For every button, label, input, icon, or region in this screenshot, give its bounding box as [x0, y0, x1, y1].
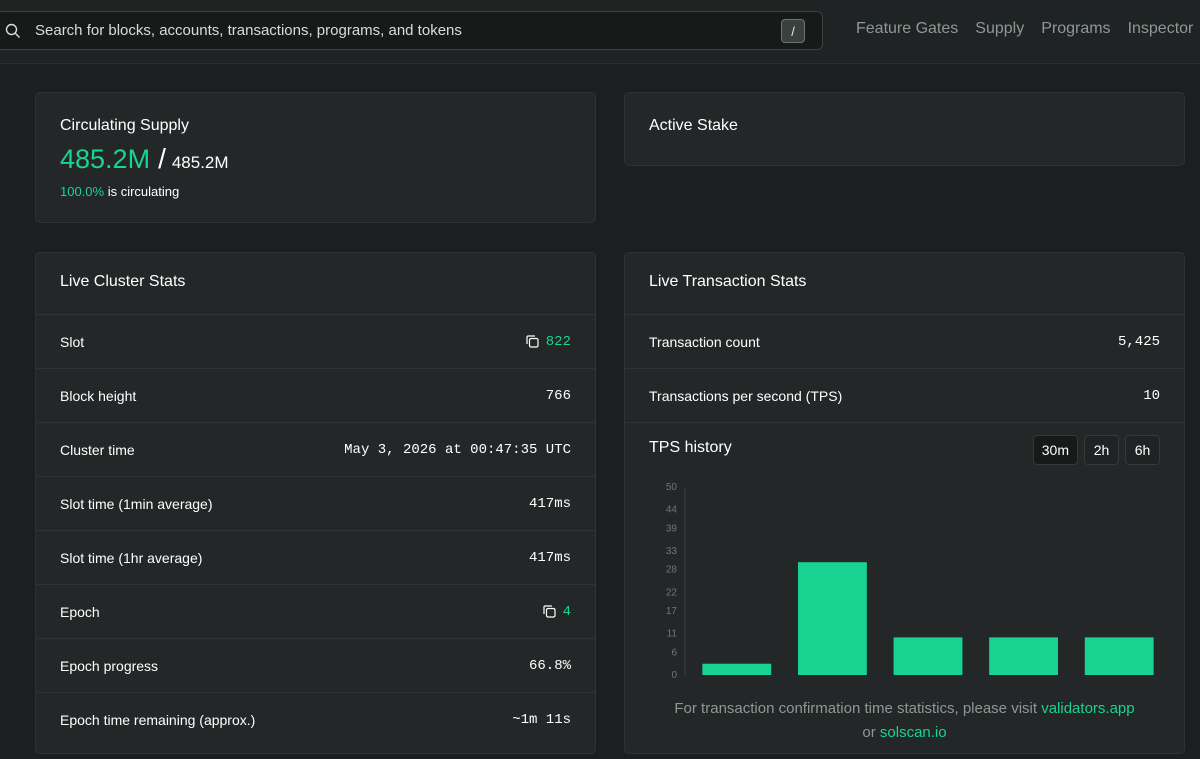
transaction-count-label: Transaction count — [649, 333, 760, 350]
epoch-progress-label: Epoch progress — [60, 657, 159, 674]
supply-separator: / — [158, 143, 166, 174]
slot-time-1hr-label: Slot time (1hr average) — [60, 549, 203, 566]
circulating-supply-title: Circulating Supply — [60, 117, 189, 134]
tps-bar[interactable] — [797, 562, 867, 675]
copy-icon[interactable] — [542, 605, 556, 618]
tps-range-selector: 30m 2h 6h — [1032, 435, 1160, 465]
tps-bar[interactable] — [702, 663, 772, 675]
tps-bar[interactable] — [1084, 637, 1154, 675]
slot-time-1min-value: 417ms — [528, 495, 571, 512]
transaction-count-value: 5,425 — [1117, 333, 1160, 350]
epoch-time-remaining-row: Epoch time remaining (approx.) ~1m 11s — [36, 692, 595, 746]
tps-history-chart: 50 44 39 33 28 22 17 11 6 0 — [666, 482, 1154, 681]
nav-programs[interactable]: Programs — [1041, 20, 1111, 37]
slot-time-1hr-value: 417ms — [528, 549, 571, 566]
cluster-time-label: Cluster time — [60, 441, 135, 458]
epoch-progress-value: 66.8% — [528, 657, 571, 674]
epoch-value[interactable]: 4 — [542, 603, 571, 620]
search-shortcut-key: / — [781, 19, 805, 43]
circulating-amount: 485.2M — [60, 144, 151, 174]
y-tick-label: 50 — [666, 482, 678, 493]
footnote-or: or — [862, 724, 876, 741]
circulating-suffix: is circulating — [107, 184, 180, 199]
live-transaction-stats-card: Live Transaction Stats Transaction count… — [624, 252, 1185, 754]
active-stake-card: Active Stake — [624, 92, 1185, 166]
circulating-percent: 100.0% — [60, 184, 105, 199]
epoch-time-remaining-value: ~1m 11s — [512, 711, 571, 728]
block-height-row: Block height 766 — [36, 368, 595, 422]
range-button-30m[interactable]: 30m — [1032, 435, 1078, 465]
y-tick-label: 28 — [666, 565, 678, 576]
slot-label: Slot — [60, 333, 85, 350]
circulating-note: 100.0% is circulating — [60, 184, 179, 199]
top-bar: / Feature Gates Supply Programs Inspecto… — [0, 0, 1200, 64]
footnote-text: For transaction confirmation time statis… — [674, 700, 1038, 717]
y-tick-label: 0 — [671, 670, 677, 681]
slot-number[interactable]: 822 — [545, 333, 571, 350]
slot-row: Slot 822 — [36, 314, 595, 368]
tps-bar[interactable] — [893, 637, 963, 675]
epoch-row: Epoch 4 — [36, 584, 595, 638]
cluster-time-row: Cluster time May 3, 2026 at 00:47:35 UTC — [36, 422, 595, 476]
tps-label: Transactions per second (TPS) — [649, 387, 843, 404]
tps-bar[interactable] — [989, 637, 1059, 675]
nav-feature-gates[interactable]: Feature Gates — [856, 20, 959, 37]
y-tick-label: 39 — [666, 523, 678, 534]
y-tick-label: 17 — [666, 606, 678, 617]
slot-time-1min-label: Slot time (1min average) — [60, 495, 213, 512]
cluster-time-value: May 3, 2026 at 00:47:35 UTC — [344, 441, 571, 458]
nav-supply[interactable]: Supply — [975, 20, 1025, 37]
copy-icon[interactable] — [526, 335, 539, 348]
y-tick-label: 6 — [671, 647, 677, 658]
epoch-progress-row: Epoch progress 66.8% — [36, 638, 595, 692]
epoch-label: Epoch — [60, 603, 100, 620]
search-input[interactable] — [35, 12, 755, 49]
y-tick-label: 22 — [666, 587, 678, 598]
y-tick-label: 11 — [667, 629, 678, 640]
transaction-count-row: Transaction count 5,425 — [625, 314, 1184, 368]
epoch-number[interactable]: 4 — [562, 603, 571, 620]
validators-app-link[interactable]: validators.app — [1041, 700, 1135, 717]
nav-inspector[interactable]: Inspector — [1127, 20, 1194, 37]
search-icon — [5, 23, 20, 38]
epoch-time-remaining-label: Epoch time remaining (approx.) — [60, 711, 256, 728]
supply-values: 485.2M / 485.2M — [60, 143, 229, 175]
slot-time-1min-row: Slot time (1min average) 417ms — [36, 476, 595, 530]
live-cluster-stats-card: Live Cluster Stats Slot 822 Block height… — [35, 252, 596, 754]
transaction-stats-title: Live Transaction Stats — [649, 273, 807, 290]
total-supply-amount: 485.2M — [171, 153, 229, 172]
range-button-2h[interactable]: 2h — [1084, 435, 1119, 465]
tps-row: Transactions per second (TPS) 10 — [625, 368, 1184, 422]
divider — [625, 422, 1184, 423]
y-tick-label: 44 — [666, 505, 678, 516]
tps-history-title: TPS history — [649, 439, 732, 456]
solscan-link[interactable]: solscan.io — [879, 724, 947, 741]
y-tick-label: 33 — [666, 546, 678, 557]
cluster-stats-title: Live Cluster Stats — [60, 273, 186, 290]
slot-time-1hr-row: Slot time (1hr average) 417ms — [36, 530, 595, 584]
slot-value[interactable]: 822 — [526, 334, 571, 350]
search-box[interactable]: / — [0, 11, 823, 50]
active-stake-title: Active Stake — [649, 117, 738, 134]
tps-value: 10 — [1143, 387, 1160, 404]
block-height-label: Block height — [60, 387, 137, 404]
confirmation-time-footnote: For transaction confirmation time statis… — [625, 697, 1184, 745]
circulating-supply-card: Circulating Supply 485.2M / 485.2M 100.0… — [35, 92, 596, 223]
top-nav: Feature Gates Supply Programs Inspector — [856, 20, 1200, 38]
range-button-6h[interactable]: 6h — [1125, 435, 1160, 465]
block-height-value: 766 — [545, 387, 571, 404]
